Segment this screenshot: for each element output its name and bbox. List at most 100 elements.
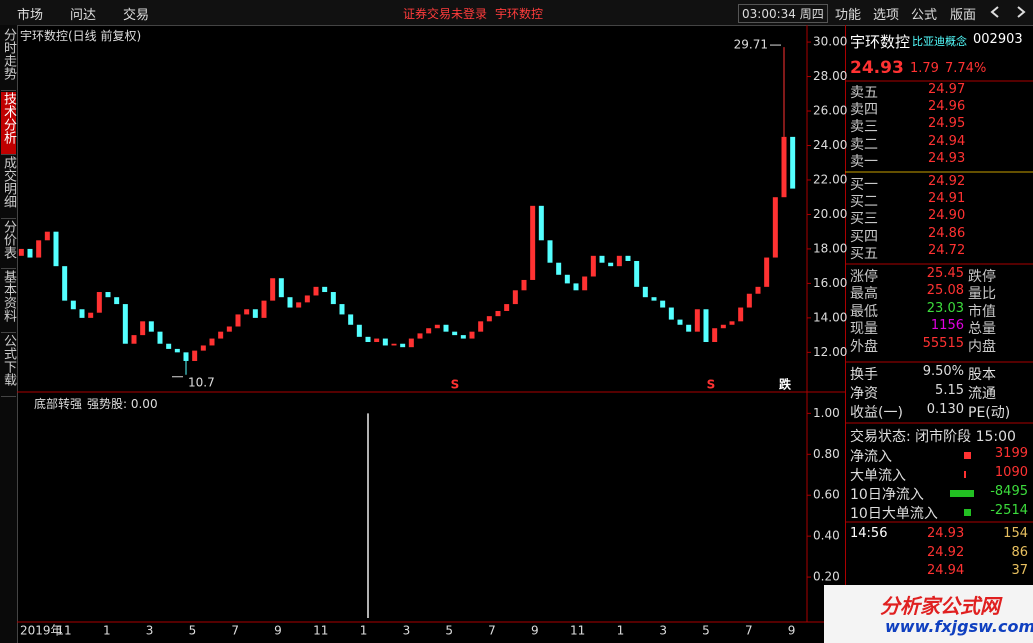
candle <box>703 309 709 343</box>
tick-volume: 154 <box>1003 526 1028 541</box>
stat-label: 外盘 <box>850 338 878 355</box>
ask-price: 24.93 <box>928 150 966 166</box>
candle <box>278 278 284 298</box>
stat-label: 最低 <box>850 303 878 320</box>
stat-label: 量比 <box>968 286 996 303</box>
menu-item[interactable]: 交易 <box>123 8 150 23</box>
side-tab[interactable]: 技术分析 <box>1 92 16 155</box>
candle <box>166 343 172 349</box>
bid-price: 24.92 <box>928 174 966 189</box>
flow-label: 净流入 <box>850 449 892 465</box>
side-tab[interactable]: 成交明细 <box>1 156 16 219</box>
stat-value: 23.03 <box>926 300 964 316</box>
x-tick-label: 3 <box>659 624 667 638</box>
menu-item[interactable]: 版面 <box>950 8 977 23</box>
candle <box>677 319 683 325</box>
menu-item[interactable]: 市场 <box>17 8 44 23</box>
menu-item[interactable]: 功能 <box>835 8 862 23</box>
signal-label: S <box>707 378 716 392</box>
login-notice: 证券交易未登录 <box>403 7 488 21</box>
candle <box>408 338 414 348</box>
candle <box>512 290 518 305</box>
candle <box>18 248 24 256</box>
candle <box>261 300 267 318</box>
stat-label: 换手 <box>850 367 878 383</box>
x-tick-label: 11 <box>56 624 71 638</box>
candle <box>781 136 787 198</box>
side-tab[interactable]: 分价表 <box>1 220 16 269</box>
candle <box>764 257 770 287</box>
indicator-value: 强势股: 0.00 <box>87 397 158 411</box>
candle <box>148 321 154 332</box>
y-tick-label: 18.00 <box>813 241 847 255</box>
candle <box>287 297 293 308</box>
y-tick-label: 26.00 <box>813 104 847 118</box>
flow-label: 10日大单流入 <box>850 506 938 522</box>
stat-label: 收益(一) <box>850 405 903 421</box>
side-tab[interactable]: 基本资料 <box>1 270 16 333</box>
candle <box>296 302 302 308</box>
candle <box>218 331 224 339</box>
bid-label: 买五 <box>850 245 878 262</box>
y-tick-label: 0.20 <box>813 570 840 584</box>
candle <box>478 321 484 332</box>
stat-value: 25.45 <box>926 266 964 281</box>
x-tick-label: 7 <box>745 624 753 638</box>
candle <box>313 286 319 296</box>
stat-value: 55515 <box>922 335 964 351</box>
watermark-title: 分析家公式网 <box>880 594 1000 618</box>
x-tick-label: 11 <box>313 624 328 638</box>
candle <box>790 136 796 189</box>
y-tick-label: 14.00 <box>813 310 847 324</box>
candle <box>590 255 596 277</box>
y-tick-label: 0.60 <box>813 488 840 502</box>
candle <box>651 297 657 301</box>
y-tick-label: 0.80 <box>813 447 840 461</box>
menu-item[interactable]: 问达 <box>70 8 97 23</box>
candle <box>772 197 778 258</box>
chart-title: 宇环数控(日线 前复权) <box>20 29 142 43</box>
candle <box>668 307 674 320</box>
candle <box>460 335 466 339</box>
x-tick-label: 7 <box>488 624 496 638</box>
bid-price: 24.91 <box>928 191 966 207</box>
stat-label: 现量 <box>850 321 878 338</box>
stat-label: 净资 <box>850 386 878 402</box>
tick-price: 24.93 <box>927 526 965 541</box>
candle <box>365 336 371 343</box>
signal-label: 跌 <box>779 377 792 392</box>
candle <box>434 324 440 329</box>
menu-item[interactable]: 选项 <box>873 8 900 23</box>
candle <box>530 205 536 280</box>
flow-icon <box>964 471 966 478</box>
bid-label: 买二 <box>850 194 878 211</box>
change-pct: 7.74% <box>945 61 987 76</box>
y-tick-label: 12.00 <box>813 345 847 359</box>
candle <box>382 338 388 346</box>
x-tick-label: 9 <box>788 624 796 638</box>
side-tab[interactable]: 分时走势 <box>1 28 16 91</box>
flow-value: 1090 <box>994 465 1028 480</box>
stat-label: PE(动) <box>968 405 1011 421</box>
candle <box>339 304 345 315</box>
flow-value: 3199 <box>994 446 1028 461</box>
ask-price: 24.96 <box>928 99 966 115</box>
candle <box>209 338 215 346</box>
menu-item[interactable]: 公式 <box>911 8 938 23</box>
stat-value: 25.08 <box>926 283 964 299</box>
stat-value: 5.15 <box>935 383 964 398</box>
y-tick-label: 30.00 <box>813 35 847 49</box>
change: 1.79 <box>910 61 939 76</box>
candle <box>348 314 354 325</box>
signal-label: S <box>451 378 460 392</box>
stock-code: 002903 <box>973 32 1023 47</box>
candle <box>738 307 744 322</box>
side-tab[interactable]: 公式下载 <box>1 334 16 397</box>
bid-price: 24.72 <box>928 242 966 258</box>
candle <box>452 331 458 336</box>
watermark <box>824 585 1033 643</box>
stat-label: 跌停 <box>968 269 996 285</box>
candle <box>417 333 423 339</box>
